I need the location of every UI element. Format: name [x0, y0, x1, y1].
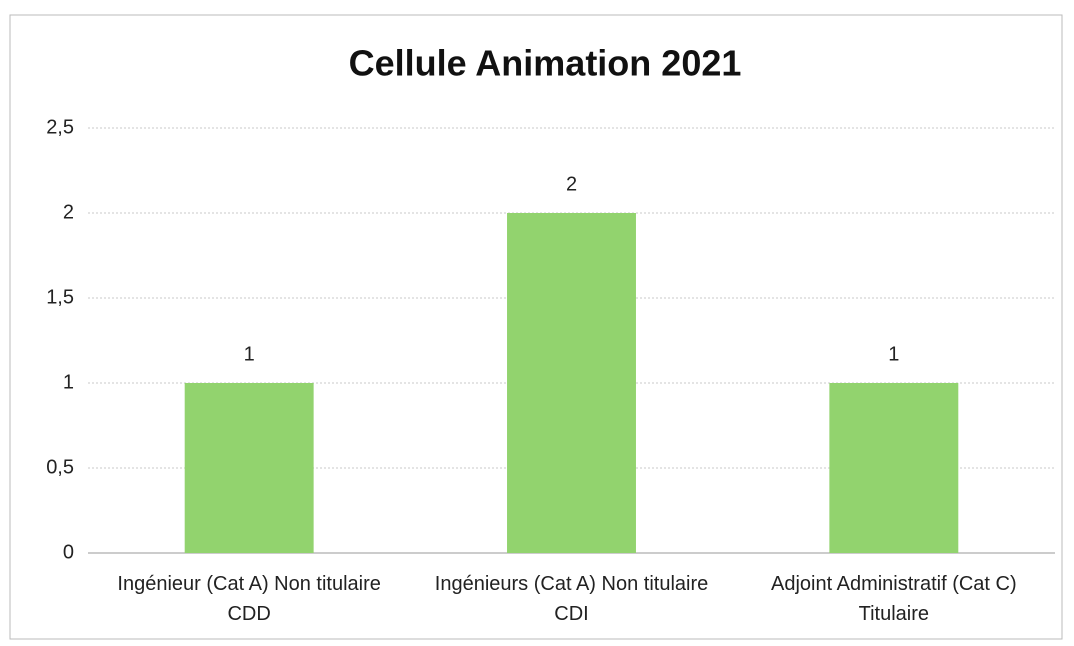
data-label: 1 — [888, 343, 899, 365]
x-tick-label: Ingénieurs (Cat A) Non titulaire CDI — [434, 573, 709, 625]
y-tick-label: 2,5 — [46, 116, 74, 138]
data-label: 2 — [566, 173, 577, 195]
y-tick-label: 1 — [63, 371, 74, 393]
bar — [184, 383, 314, 553]
y-tick-label: 0,5 — [46, 456, 74, 478]
bar — [829, 383, 959, 553]
y-tick-label: 1,5 — [46, 286, 74, 308]
bar — [507, 213, 636, 553]
y-tick-label: 0 — [63, 541, 74, 563]
y-tick-label: 2 — [63, 201, 74, 223]
x-tick-label: Ingénieur (Cat A) Non titulaire CDD — [117, 573, 381, 625]
chart-title: Cellule Animation 2021 — [349, 43, 742, 84]
chart-frame — [9, 14, 1063, 640]
data-label: 1 — [244, 343, 255, 365]
x-tick-label: Adjoint Administratif (Cat C) Titulaire — [771, 573, 1017, 625]
